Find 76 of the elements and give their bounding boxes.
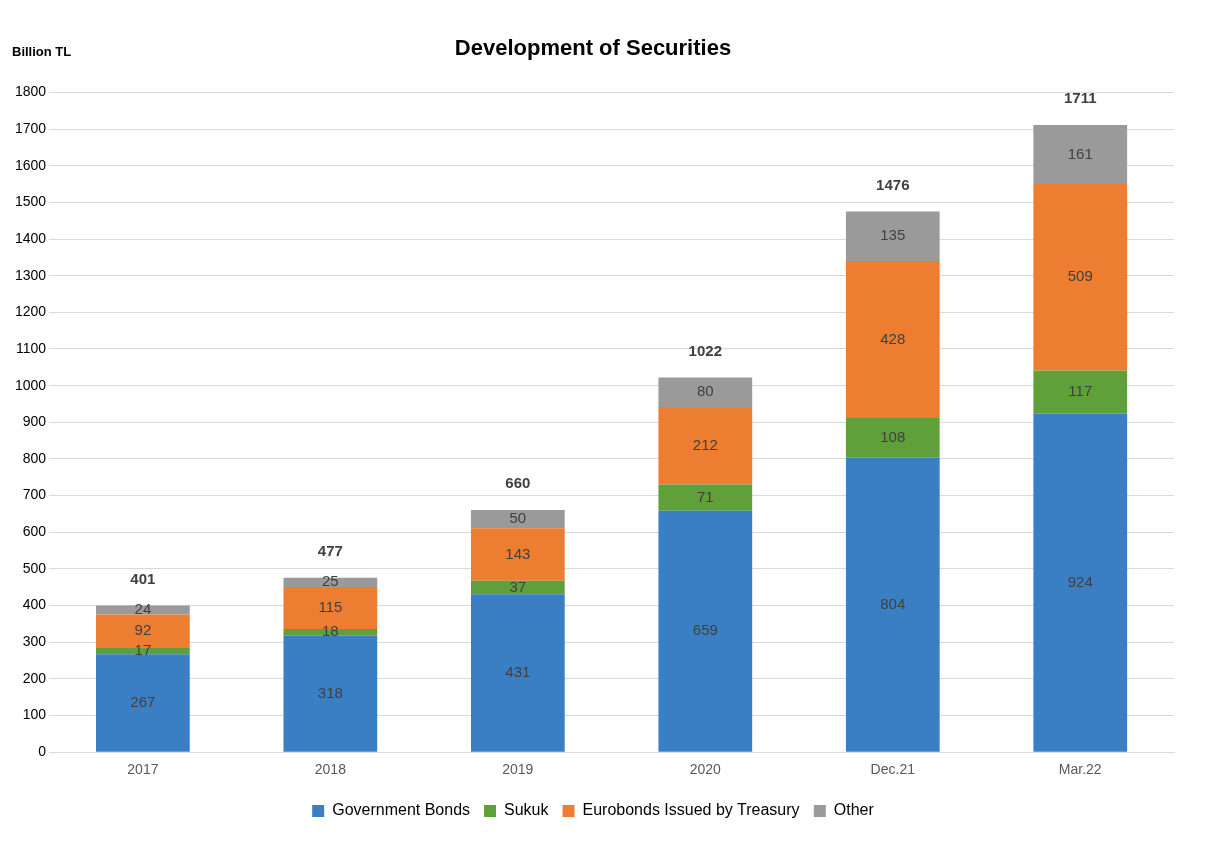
data-label: 659: [692, 621, 718, 639]
y-tick-label: 800: [22, 449, 47, 466]
bar: [845, 211, 940, 262]
data-label: 318: [317, 683, 343, 701]
y-tick-label: 1700: [14, 119, 47, 136]
bar: [96, 654, 190, 752]
data-label: 143: [505, 544, 531, 562]
legend-label: Sukuk: [504, 801, 550, 819]
y-tick-label: 1400: [14, 229, 47, 246]
data-label: 71: [696, 487, 714, 505]
bar: [658, 406, 753, 485]
y-tick-label: 700: [22, 486, 47, 503]
total-label: 401: [130, 569, 156, 587]
bar: [283, 635, 378, 752]
data-label: 924: [1067, 572, 1093, 590]
bar: [845, 261, 940, 418]
bar: [658, 510, 753, 752]
data-label: 92: [134, 621, 152, 639]
y-tick-label: 1300: [14, 266, 47, 283]
y-axis-title: Billion TL: [12, 43, 72, 59]
total-label: 1476: [876, 175, 910, 193]
bar: [470, 580, 565, 595]
y-tick-label: 200: [22, 669, 47, 686]
y-tick-label: 500: [22, 559, 47, 576]
bar: [470, 528, 565, 581]
bar: [1033, 184, 1128, 371]
x-tick-label: Mar.22: [1058, 761, 1102, 778]
data-label: 212: [692, 435, 718, 453]
data-label: 50: [509, 509, 527, 527]
bar: [658, 377, 753, 407]
y-tick-label: 1200: [14, 303, 47, 320]
chart-title: Development of Securities: [454, 35, 732, 61]
x-tick-label: 2019: [502, 761, 534, 778]
y-tick-label: 0: [38, 743, 47, 760]
y-tick-label: 1100: [16, 339, 47, 356]
legend-label: Other: [833, 801, 875, 819]
x-tick-label: 2020: [689, 761, 722, 778]
y-tick-label: 1800: [14, 83, 47, 100]
total-label: 477: [317, 541, 343, 559]
legend-label: Government Bonds: [332, 801, 471, 819]
x-tick-label: 2017: [127, 761, 159, 778]
legend-label: Eurobonds Issued by Treasury: [582, 801, 800, 819]
bar: [1033, 413, 1128, 752]
bar: [845, 417, 940, 458]
x-tick-label: 2018: [314, 761, 347, 778]
y-tick-label: 1000: [14, 376, 47, 393]
bar: [658, 484, 753, 511]
data-label: 431: [505, 663, 531, 681]
total-label: 1711: [1063, 89, 1097, 107]
data-label: 117: [1068, 382, 1093, 400]
y-tick-label: 300: [22, 633, 47, 650]
bar: [1033, 125, 1128, 185]
data-label: 108: [880, 427, 906, 445]
bar: [470, 509, 565, 529]
y-tick-label: 1500: [14, 193, 47, 210]
data-label: 135: [880, 226, 906, 244]
y-tick-label: 400: [22, 596, 47, 613]
x-tick-label: Dec.21: [870, 761, 916, 778]
y-tick-label: 100: [22, 706, 47, 723]
bar: [1033, 370, 1128, 414]
data-label: 24: [134, 600, 152, 618]
data-label: 115: [318, 598, 343, 616]
bar: [845, 457, 940, 752]
y-tick-label: 1600: [14, 156, 47, 173]
data-label: 267: [130, 693, 156, 711]
y-tick-label: 900: [22, 413, 47, 430]
data-label: 161: [1067, 144, 1093, 162]
bar: [470, 594, 565, 752]
y-tick-label: 600: [22, 523, 47, 540]
data-label: 80: [696, 382, 714, 400]
total-label: 1022: [688, 341, 722, 359]
total-label: 660: [505, 474, 531, 492]
data-label: 804: [880, 594, 906, 612]
data-label: 509: [1067, 267, 1093, 285]
data-label: 428: [880, 329, 906, 347]
data-label: 37: [509, 577, 527, 595]
